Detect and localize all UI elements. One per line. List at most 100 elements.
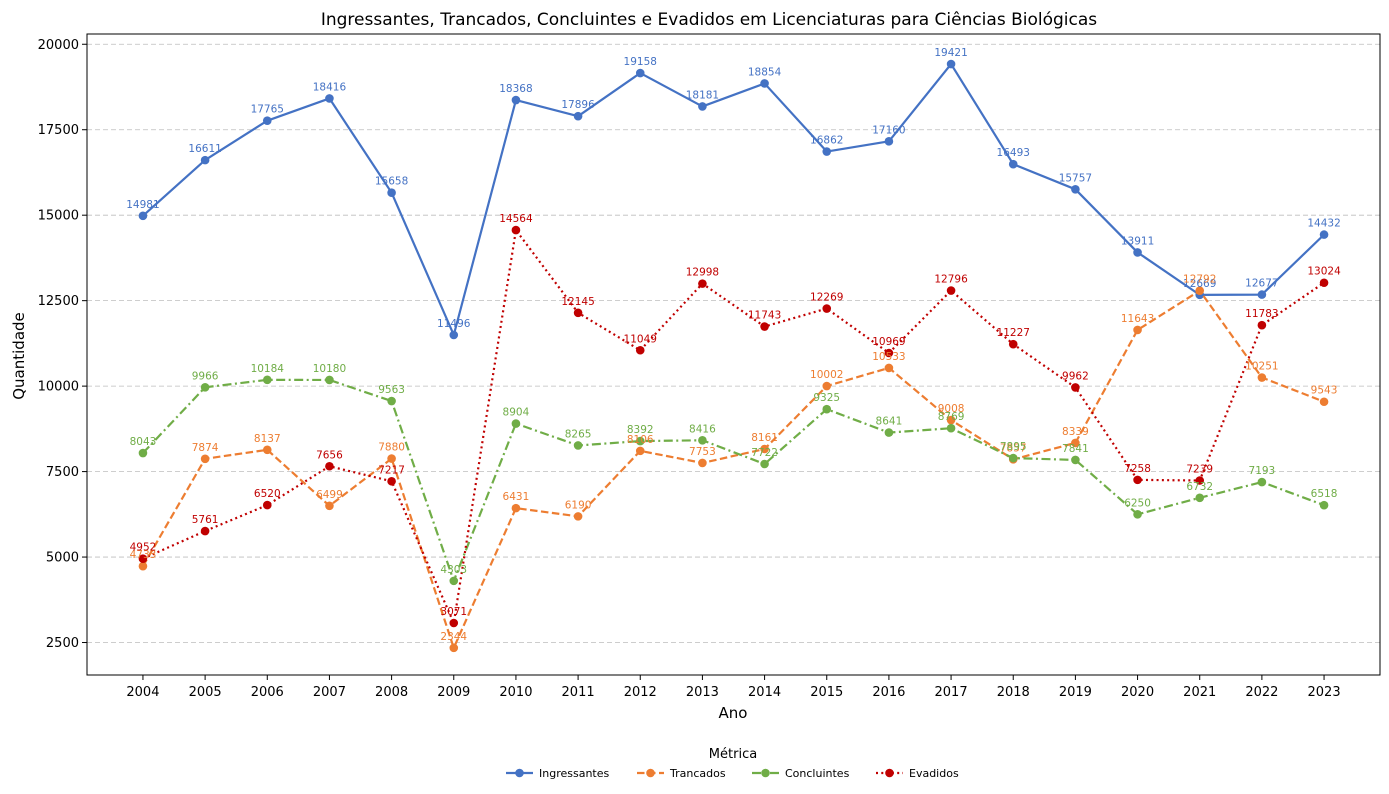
data-label-concluintes: 6250 (1124, 497, 1151, 509)
series-ingressantes (138, 59, 1329, 340)
x-tick-label: 2004 (126, 685, 159, 700)
data-point-ingressantes (946, 59, 956, 69)
y-tick-label: 2500 (46, 636, 79, 651)
y-tick-label: 20000 (38, 38, 79, 53)
data-point-trancados (1257, 373, 1267, 382)
data-point-concluintes (1071, 455, 1080, 465)
series-concluintes (138, 375, 1329, 586)
data-point-concluintes (1257, 477, 1267, 487)
data-label-trancados: 8106 (627, 434, 654, 446)
data-point-trancados (449, 643, 459, 653)
data-label-evadidos: 7217 (378, 464, 405, 476)
data-label-evadidos: 12796 (934, 274, 968, 286)
data-point-trancados (325, 501, 334, 511)
x-tick-label: 2018 (997, 685, 1030, 700)
data-labels: 14981 16611 17765 18416 15658 11496 18368 17896… (126, 47, 1341, 643)
x-tick-label: 2020 (1121, 685, 1154, 700)
data-label-ingressantes: 19421 (934, 47, 967, 59)
data-label-ingressantes: 18181 (686, 89, 719, 101)
data-point-concluintes (635, 436, 645, 446)
data-label-ingressantes: 18854 (748, 66, 782, 78)
data-label-evadidos: 11743 (748, 310, 781, 322)
data-label-trancados: 9543 (1311, 385, 1338, 397)
data-label-evadidos: 9962 (1062, 370, 1089, 382)
data-label-ingressantes: 12669 (1183, 278, 1216, 290)
data-point-trancados (635, 446, 645, 456)
data-point-concluintes (822, 404, 832, 414)
data-label-trancados: 11643 (1121, 313, 1154, 325)
data-point-concluintes (573, 441, 583, 450)
data-point-ingressantes (1071, 185, 1080, 194)
legend-item-evadidos: Evadidos (876, 767, 959, 780)
data-label-concluintes: 8904 (503, 407, 530, 419)
data-label-evadidos: 14564 (499, 213, 533, 225)
chart-title: Ingressantes, Trancados, Concluintes e E… (321, 10, 1097, 30)
data-point-ingressantes (138, 211, 148, 221)
data-point-concluintes (1195, 493, 1205, 503)
data-point-evadidos (884, 348, 894, 358)
data-label-concluintes: 6518 (1311, 488, 1338, 500)
data-label-concluintes: 7841 (1062, 443, 1089, 455)
data-label-evadidos: 12998 (686, 267, 719, 279)
series-evadidos (138, 225, 1329, 628)
data-label-trancados: 7880 (378, 442, 405, 454)
data-label-trancados: 10002 (810, 369, 843, 381)
data-point-trancados (884, 363, 894, 373)
data-label-evadidos: 12145 (561, 296, 594, 308)
data-point-evadidos (262, 500, 272, 510)
x-tick-label: 2011 (562, 685, 595, 700)
data-point-concluintes (1008, 453, 1018, 463)
legend-marker-ingressantes (515, 768, 524, 778)
data-label-concluintes: 8043 (130, 436, 157, 448)
data-point-trancados (698, 458, 707, 468)
x-tick-label: 2013 (686, 685, 719, 700)
data-point-trancados (262, 445, 272, 455)
data-label-concluintes: 9966 (192, 370, 219, 382)
data-label-ingressantes: 16862 (810, 135, 843, 147)
data-label-ingressantes: 12677 (1245, 278, 1278, 290)
legend-label-evadidos: Evadidos (909, 767, 959, 780)
data-point-trancados (822, 381, 832, 391)
data-point-trancados (760, 444, 769, 454)
x-tick-label: 2023 (1308, 685, 1341, 700)
data-point-ingressantes (884, 137, 894, 146)
data-point-trancados (200, 454, 210, 464)
data-label-ingressantes: 16493 (997, 147, 1030, 159)
data-point-evadidos (1133, 475, 1142, 485)
data-point-ingressantes (635, 68, 645, 78)
data-point-ingressantes (387, 188, 396, 197)
data-label-concluintes: 7895 (1000, 441, 1027, 453)
y-tick-label: 10000 (38, 380, 79, 395)
data-point-trancados (1071, 438, 1080, 448)
data-point-concluintes (760, 459, 769, 469)
data-label-evadidos: 7258 (1124, 463, 1151, 475)
legend-marker-evadidos (885, 768, 894, 778)
data-label-ingressantes: 15658 (375, 176, 408, 188)
data-point-evadidos (325, 461, 334, 471)
y-tick-label: 15000 (38, 209, 79, 224)
data-point-concluintes (262, 375, 272, 385)
data-point-evadidos (1071, 383, 1080, 392)
data-label-ingressantes: 17896 (561, 99, 595, 111)
data-label-trancados: 8137 (254, 433, 281, 445)
data-point-ingressantes (1008, 159, 1018, 169)
data-point-evadidos (1195, 476, 1205, 485)
data-point-evadidos (822, 304, 832, 313)
data-point-ingressantes (200, 155, 210, 165)
data-label-evadidos: 10969 (872, 336, 905, 348)
data-label-ingressantes: 19158 (624, 56, 657, 68)
data-point-concluintes (138, 448, 148, 458)
x-tick-label: 2008 (375, 685, 408, 700)
series-trancados (138, 286, 1329, 653)
data-point-ingressantes (1319, 230, 1329, 239)
data-label-evadidos: 11783 (1245, 308, 1278, 320)
data-point-ingressantes (573, 111, 583, 121)
y-tick-label: 17500 (38, 123, 79, 138)
data-point-trancados (946, 415, 956, 425)
data-label-trancados: 7874 (192, 442, 219, 454)
legend-label-concluintes: Concluintes (785, 767, 850, 780)
data-label-concluintes: 9325 (813, 392, 840, 404)
data-point-ingressantes (262, 116, 272, 125)
data-point-trancados (1195, 286, 1205, 295)
